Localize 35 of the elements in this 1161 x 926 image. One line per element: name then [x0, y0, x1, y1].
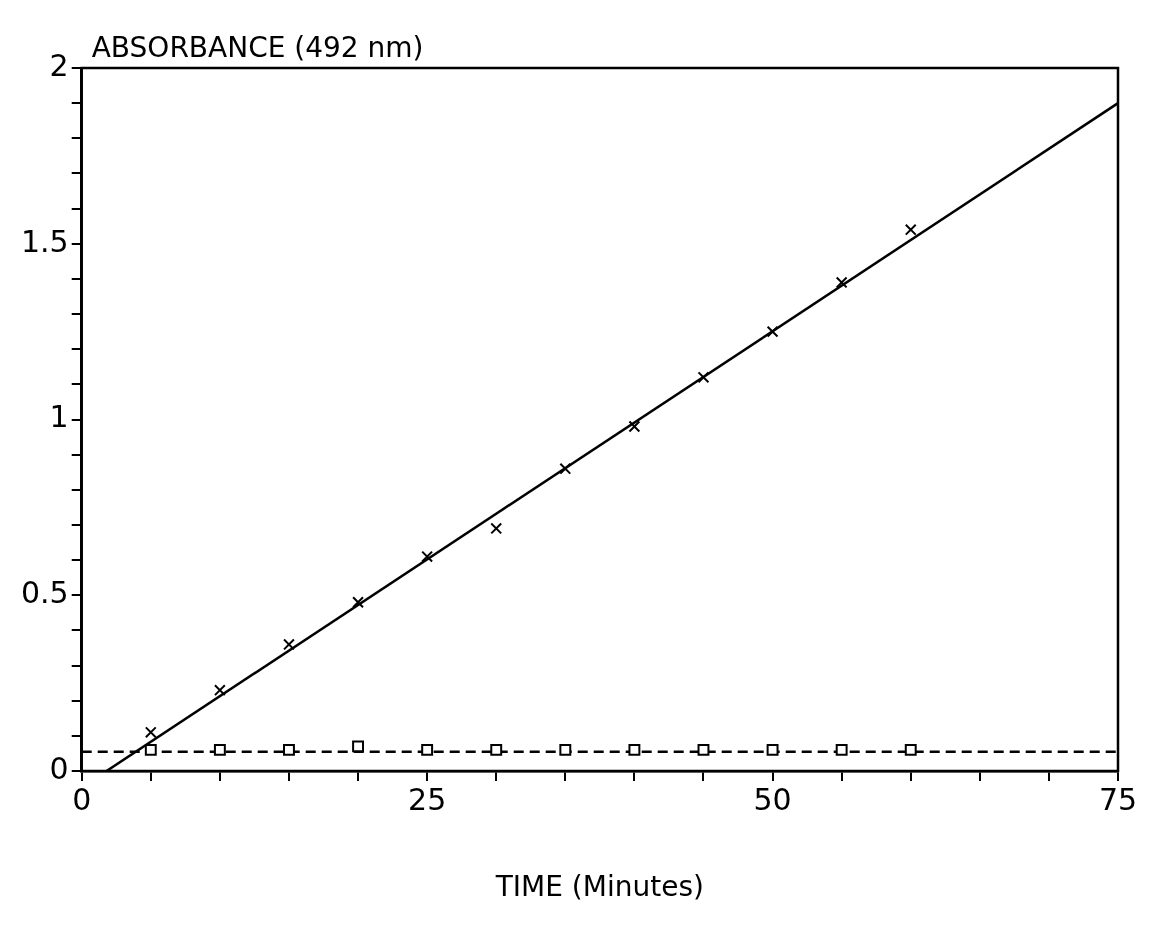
point — [144, 726, 157, 739]
point — [144, 743, 157, 756]
point — [559, 462, 572, 475]
point — [559, 743, 572, 756]
x-tick-label: 50 — [753, 781, 792, 817]
point — [213, 743, 226, 756]
x-axis-title: TIME (Minutes) — [494, 870, 704, 904]
point — [352, 740, 364, 753]
y-axis-title: ABSORBANCE (492 nm) — [91, 31, 424, 65]
point — [490, 743, 503, 756]
y-tick-label: 0.5 — [20, 575, 69, 611]
y-tick-label: 1 — [49, 399, 69, 435]
point — [283, 743, 295, 756]
point — [835, 743, 848, 756]
y-tick-label: 2 — [49, 47, 69, 83]
y-tick-label: 1.5 — [20, 223, 69, 259]
point — [213, 684, 226, 697]
y-tick-label: 0 — [49, 750, 69, 786]
point — [628, 420, 641, 433]
point — [628, 743, 641, 756]
point — [904, 223, 917, 236]
point — [697, 371, 710, 384]
point — [766, 325, 779, 338]
point — [352, 596, 364, 609]
x-tick-label: 75 — [1098, 781, 1138, 817]
point — [835, 276, 848, 289]
point — [421, 743, 434, 756]
x-tick-label: 0 — [72, 781, 92, 817]
point — [697, 743, 710, 756]
x-tick-label: 25 — [408, 781, 447, 817]
point — [421, 550, 434, 563]
point — [283, 638, 295, 651]
point — [490, 522, 503, 535]
point — [766, 743, 779, 756]
point — [904, 743, 917, 756]
